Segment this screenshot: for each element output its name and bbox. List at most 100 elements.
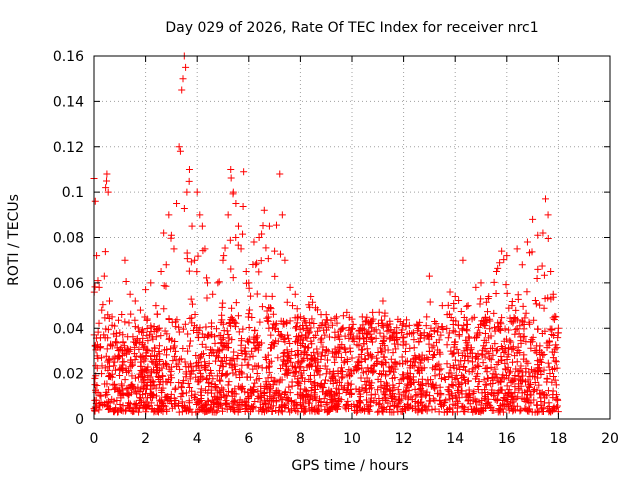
roti-point [464, 341, 472, 349]
roti-point [418, 351, 426, 359]
roti-point [536, 390, 544, 398]
roti-point [95, 319, 103, 327]
roti-point [348, 325, 356, 333]
roti-point [176, 365, 184, 373]
roti-point [237, 383, 245, 391]
roti-point [265, 362, 273, 370]
roti-point [138, 378, 146, 386]
roti-point [213, 352, 221, 360]
roti-point [255, 407, 263, 415]
roti-point [545, 363, 553, 371]
roti-point [220, 252, 228, 260]
roti-point [244, 394, 252, 402]
roti-point [534, 265, 542, 273]
roti-point [161, 402, 169, 410]
roti-point [391, 328, 399, 336]
roti-point [306, 361, 314, 369]
roti-point [233, 355, 241, 363]
roti-point [454, 321, 462, 329]
roti-point [179, 345, 187, 353]
roti-point [283, 298, 291, 306]
roti-point [443, 408, 451, 416]
roti-point [133, 336, 141, 344]
roti-point [179, 325, 187, 333]
roti-point [524, 387, 532, 395]
roti-point [487, 363, 495, 371]
roti-point [133, 339, 141, 347]
roti-point [475, 363, 483, 371]
roti-point [160, 305, 168, 313]
roti-point [422, 322, 430, 330]
roti-point [475, 378, 483, 386]
roti-point [348, 354, 356, 362]
roti-point [218, 316, 226, 324]
roti-point [248, 314, 256, 322]
roti-point [215, 354, 223, 362]
roti-point [228, 336, 236, 344]
roti-point [548, 406, 556, 414]
roti-peak-point [176, 147, 184, 155]
roti-point [444, 386, 452, 394]
roti-point [313, 368, 321, 376]
x-tick-label: 10 [343, 431, 361, 447]
roti-point [354, 362, 362, 370]
x-tick-label: 2 [141, 431, 150, 447]
roti-point [175, 379, 183, 387]
roti-point [143, 366, 151, 374]
roti-point [171, 400, 179, 408]
roti-point [317, 398, 325, 406]
roti-peak-point [102, 184, 110, 192]
roti-point [147, 391, 155, 399]
roti-point [227, 174, 235, 182]
roti-peak-point [286, 283, 294, 291]
roti-point [255, 268, 263, 276]
roti-point [263, 317, 271, 325]
roti-point [253, 259, 261, 267]
roti-point [253, 290, 261, 298]
roti-peak-point [307, 292, 315, 300]
roti-point [294, 347, 302, 355]
roti-point [392, 345, 400, 353]
roti-point [160, 282, 168, 290]
roti-point [372, 399, 380, 407]
roti-point [477, 408, 485, 416]
roti-point [136, 404, 144, 412]
roti-peak-point [178, 86, 186, 94]
roti-point [478, 350, 486, 358]
roti-point [345, 326, 353, 334]
roti-point [332, 401, 340, 409]
roti-point [272, 320, 280, 328]
roti-point [403, 316, 411, 324]
roti-peak-point [260, 206, 268, 214]
roti-point [230, 397, 238, 405]
roti-point [253, 376, 261, 384]
roti-peak-point [103, 170, 111, 178]
roti-point [455, 394, 463, 402]
roti-point [265, 324, 273, 332]
roti-point [248, 387, 256, 395]
roti-point [431, 350, 439, 358]
roti-point [534, 374, 542, 382]
roti-point [501, 359, 509, 367]
roti-point [105, 397, 113, 405]
roti-point [231, 407, 239, 415]
roti-point [115, 352, 123, 360]
roti-point [288, 397, 296, 405]
roti-point [189, 300, 196, 308]
roti-point [361, 326, 369, 334]
roti-point [524, 376, 532, 384]
roti-point [285, 405, 293, 413]
roti-point [457, 357, 465, 365]
roti-point [238, 349, 246, 357]
roti-point [471, 334, 479, 342]
roti-point [471, 375, 479, 383]
roti-point [303, 325, 311, 333]
roti-point [125, 399, 133, 407]
roti-point [348, 389, 356, 397]
roti-point [238, 398, 246, 406]
roti-point [165, 315, 173, 323]
roti-point [121, 318, 129, 326]
roti-point [305, 301, 313, 309]
roti-point [136, 394, 144, 402]
roti-point [423, 313, 431, 321]
